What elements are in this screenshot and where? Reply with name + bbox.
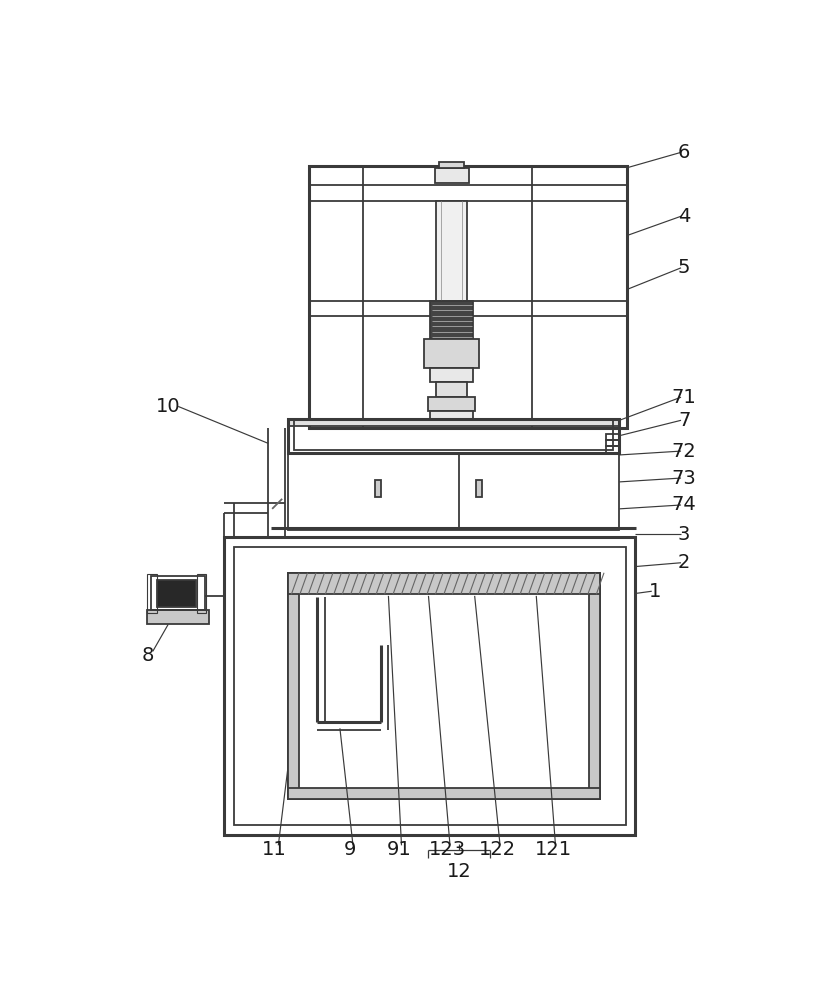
Bar [151,576,205,610]
Text: 122: 122 [479,840,516,859]
Text: 3: 3 [678,525,690,544]
Bar [606,434,619,440]
Text: 5: 5 [678,258,690,277]
Bar [430,411,473,420]
Text: 123: 123 [429,840,466,859]
Bar [429,397,475,411]
Bar [288,573,299,799]
Bar [148,610,209,624]
Bar [148,574,157,613]
Text: 71: 71 [672,388,696,407]
Text: 7: 7 [678,411,690,430]
Bar [434,168,469,183]
Bar [589,573,600,799]
Bar [430,368,473,382]
Bar [234,547,626,825]
Text: 74: 74 [672,495,696,514]
Text: 91: 91 [387,840,411,859]
Bar [224,537,635,835]
Bar [288,573,600,594]
Bar [294,420,613,450]
Bar [287,419,619,453]
Bar [436,382,467,397]
Text: 1: 1 [649,582,661,601]
Text: 8: 8 [141,646,154,665]
Bar [439,162,464,168]
Text: 12: 12 [447,862,471,881]
Text: 6: 6 [678,143,690,162]
Bar [310,166,627,428]
Bar [158,580,196,607]
Text: 11: 11 [262,840,287,859]
Bar [476,480,483,497]
Text: 4: 4 [678,207,690,226]
Bar [606,446,619,453]
Bar [374,480,381,497]
Bar [430,301,473,339]
Bar [287,419,619,426]
Bar [287,453,619,530]
Bar [424,339,479,368]
Text: 73: 73 [672,469,696,488]
Bar [288,573,600,799]
Text: 121: 121 [534,840,571,859]
Text: 72: 72 [672,442,696,461]
Text: 10: 10 [156,397,181,416]
Bar [436,201,467,301]
Text: 2: 2 [678,553,690,572]
Text: 9: 9 [344,840,356,859]
Bar [197,574,206,613]
Bar [288,788,600,799]
Bar [606,440,619,446]
